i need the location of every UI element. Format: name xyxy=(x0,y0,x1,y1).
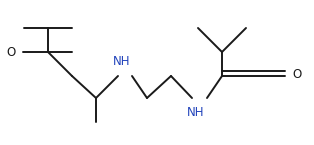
Text: O: O xyxy=(7,46,16,58)
Text: NH: NH xyxy=(113,55,131,68)
Text: NH: NH xyxy=(187,106,205,119)
Text: O: O xyxy=(292,68,301,80)
